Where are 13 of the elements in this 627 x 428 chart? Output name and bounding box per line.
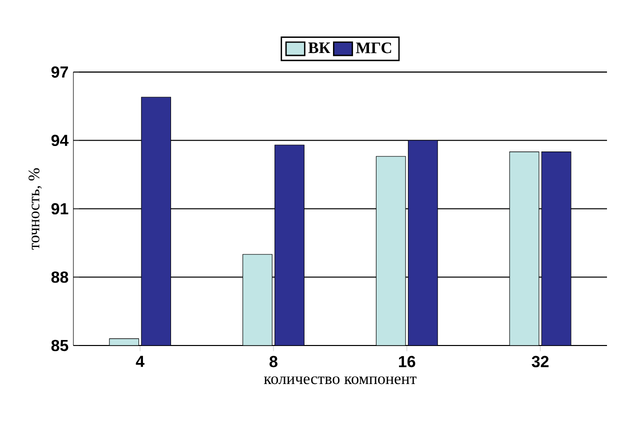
x-tick-label: 8 <box>270 356 278 368</box>
y-axis-title: точность, % <box>28 168 42 250</box>
x-tick-label: 16 <box>398 356 416 368</box>
x-tick-label: 4 <box>136 356 144 367</box>
y-tick-label: 94 <box>51 134 69 146</box>
x-tick-label: 32 <box>532 356 549 368</box>
x-axis-title: количество компонент <box>264 376 416 384</box>
y-tick-label: 88 <box>51 271 68 283</box>
y-tick-label: 97 <box>51 66 68 78</box>
y-tick-label: 85 <box>51 340 68 352</box>
legend-label: ВК <box>308 42 330 53</box>
y-tick-label: 91 <box>51 203 68 214</box>
legend-label: МГС <box>356 42 392 54</box>
